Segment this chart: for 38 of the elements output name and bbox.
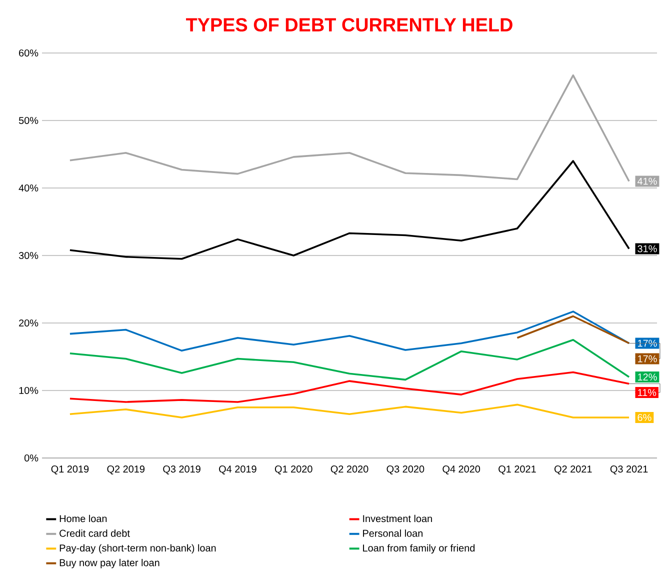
line-series bbox=[69, 371, 630, 403]
x-tick-label: Q4 2020 bbox=[442, 466, 480, 474]
line-series bbox=[69, 404, 630, 418]
line-series bbox=[69, 338, 630, 381]
y-tick-label: 60% bbox=[19, 49, 38, 57]
data-label: 6% bbox=[638, 414, 652, 422]
line-series bbox=[69, 160, 630, 260]
y-tick-label: 40% bbox=[18, 184, 38, 192]
y-tick-label: 30% bbox=[18, 252, 38, 260]
x-tick-label: Q4 2019 bbox=[219, 466, 256, 474]
y-tick-label: 50% bbox=[18, 116, 38, 124]
y-tick-label: 0% bbox=[24, 454, 38, 462]
legend-label: Investment loan bbox=[363, 514, 432, 522]
legend-label: Buy now pay later loan bbox=[60, 558, 160, 568]
x-tick-label: Q2 2021 bbox=[554, 466, 592, 474]
x-tick-label: Q3 2020 bbox=[386, 466, 424, 474]
data-label: 11% bbox=[638, 389, 656, 396]
x-tick-label: Q2 2020 bbox=[330, 466, 368, 474]
legend-label: Pay-day (short-term non-bank) loan bbox=[60, 544, 216, 554]
line-series bbox=[69, 74, 630, 182]
x-tick-label: Q1 2021 bbox=[498, 466, 536, 474]
x-tick-label: Q3 2019 bbox=[163, 466, 200, 474]
data-label: 41% bbox=[637, 178, 657, 185]
line-series bbox=[69, 310, 630, 352]
x-tick-label: Q1 2020 bbox=[274, 466, 312, 474]
legend-label: Home loan bbox=[60, 514, 107, 522]
y-tick-label: 20% bbox=[19, 319, 38, 327]
x-tick-label: Q3 2021 bbox=[610, 466, 648, 474]
legend-label: Credit card debt bbox=[60, 530, 130, 537]
x-tick-label: Q1 2019 bbox=[51, 466, 89, 474]
x-tick-label: Q2 2019 bbox=[107, 466, 144, 474]
legend-label: Personal loan bbox=[363, 530, 423, 537]
legend-label: Loan from family or friend bbox=[363, 544, 475, 554]
data-label: 31% bbox=[638, 245, 657, 252]
chart-title: TYPES OF DEBT CURRENTLY HELD bbox=[186, 18, 512, 32]
data-label: 12% bbox=[638, 374, 657, 381]
y-tick-label: 10% bbox=[19, 386, 38, 394]
data-label: 17% bbox=[638, 355, 657, 362]
